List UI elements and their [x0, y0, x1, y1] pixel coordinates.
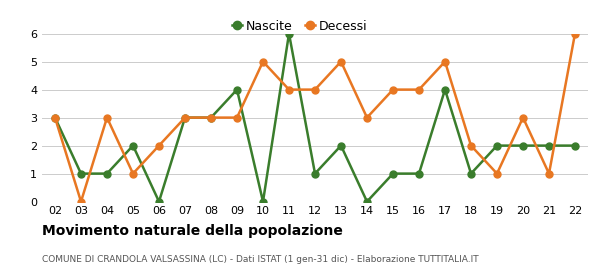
Decessi: [286, 88, 293, 91]
Decessi: [520, 116, 527, 119]
Decessi: [155, 144, 163, 147]
Nascite: [208, 116, 215, 119]
Decessi: [311, 88, 319, 91]
Decessi: [415, 88, 422, 91]
Nascite: [181, 116, 188, 119]
Nascite: [259, 200, 266, 203]
Nascite: [571, 144, 578, 147]
Text: Movimento naturale della popolazione: Movimento naturale della popolazione: [42, 224, 343, 238]
Decessi: [103, 116, 110, 119]
Nascite: [442, 88, 449, 91]
Nascite: [415, 172, 422, 175]
Decessi: [364, 116, 371, 119]
Decessi: [208, 116, 215, 119]
Text: COMUNE DI CRANDOLA VALSASSINA (LC) - Dati ISTAT (1 gen-31 dic) - Elaborazione TU: COMUNE DI CRANDOLA VALSASSINA (LC) - Dat…: [42, 255, 479, 264]
Decessi: [77, 200, 85, 203]
Decessi: [389, 88, 397, 91]
Nascite: [130, 144, 137, 147]
Nascite: [467, 172, 475, 175]
Decessi: [467, 144, 475, 147]
Decessi: [337, 60, 344, 63]
Decessi: [52, 116, 59, 119]
Nascite: [545, 144, 553, 147]
Nascite: [77, 172, 85, 175]
Line: Decessi: Decessi: [52, 30, 578, 205]
Nascite: [364, 200, 371, 203]
Decessi: [259, 60, 266, 63]
Nascite: [493, 144, 500, 147]
Decessi: [181, 116, 188, 119]
Nascite: [389, 172, 397, 175]
Decessi: [233, 116, 241, 119]
Nascite: [337, 144, 344, 147]
Line: Nascite: Nascite: [52, 30, 578, 205]
Legend: Nascite, Decessi: Nascite, Decessi: [227, 15, 373, 38]
Decessi: [571, 32, 578, 35]
Nascite: [155, 200, 163, 203]
Nascite: [286, 32, 293, 35]
Decessi: [493, 172, 500, 175]
Nascite: [233, 88, 241, 91]
Decessi: [130, 172, 137, 175]
Nascite: [52, 116, 59, 119]
Decessi: [442, 60, 449, 63]
Nascite: [520, 144, 527, 147]
Nascite: [311, 172, 319, 175]
Nascite: [103, 172, 110, 175]
Decessi: [545, 172, 553, 175]
